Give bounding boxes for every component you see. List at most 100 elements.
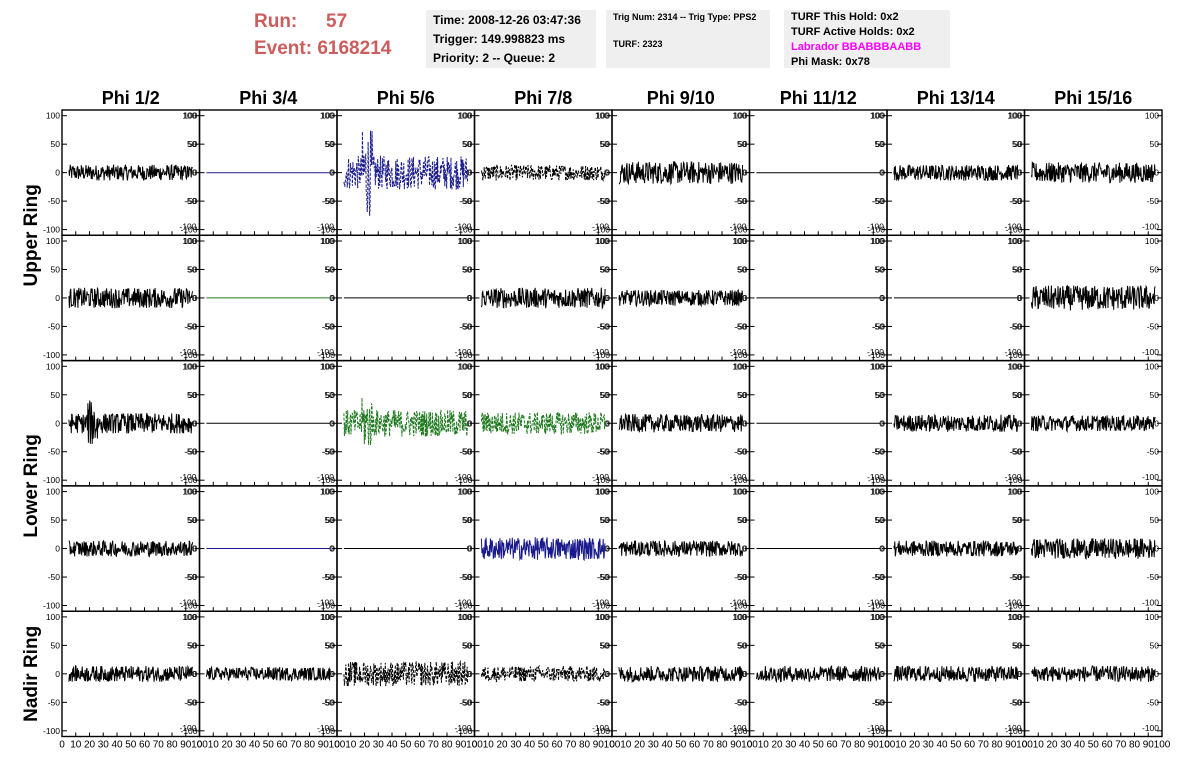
x-tick-label: 10	[895, 740, 907, 751]
y-tick-label: -50	[322, 196, 335, 206]
x-tick-label: 90	[1143, 740, 1155, 751]
waveform-trace	[893, 665, 1019, 683]
y-tick-label: 100	[320, 487, 334, 497]
y-tick-label: 100	[871, 111, 885, 121]
x-tick-label: 90	[180, 740, 192, 751]
x-tick-label: 0	[884, 740, 890, 751]
y-tick-label: 100	[46, 487, 60, 497]
y-tick-label: 0	[467, 544, 472, 554]
y-tick-label: 0	[879, 418, 884, 428]
y-tick-label: 100	[596, 111, 610, 121]
y-tick-label: -100	[592, 723, 609, 733]
y-tick-label: -100	[317, 222, 334, 232]
y-tick-label: 50	[600, 139, 610, 149]
y-tick-label: -100	[1142, 723, 1159, 733]
x-tick-label: 70	[840, 740, 852, 751]
y-tick-label: -100	[317, 598, 334, 608]
y-tick-label: -100	[593, 225, 610, 235]
labrador-text: Labrador BBABBBAABB	[791, 41, 922, 53]
y-tick-label: 50	[738, 640, 748, 650]
x-tick-label: 50	[400, 740, 412, 751]
turf-hold-text: TURF This Hold: 0x2	[791, 11, 899, 23]
waveform-trace	[68, 664, 194, 683]
y-tick-label: 100	[1007, 111, 1021, 121]
y-tick-label: 50	[875, 390, 885, 400]
y-tick-label: 100	[733, 612, 747, 622]
y-tick-label: -50	[1009, 697, 1022, 707]
y-tick-label: -50	[1147, 447, 1160, 457]
y-tick-label: 50	[876, 640, 886, 650]
y-tick-label: -50	[1010, 196, 1023, 206]
x-tick-label: 60	[551, 740, 563, 751]
y-tick-label: 50	[1013, 139, 1023, 149]
y-tick-label: 0	[468, 418, 473, 428]
x-tick-label: 70	[428, 740, 440, 751]
x-tick-label: 70	[978, 740, 990, 751]
y-tick-label: -100	[868, 475, 885, 485]
y-tick-label: 0	[192, 168, 197, 178]
y-tick-label: -50	[460, 196, 473, 206]
y-tick-label: 0	[880, 544, 885, 554]
time-info-box: Time: 2008-12-26 03:47:36 Trigger: 149.9…	[426, 10, 596, 68]
y-tick-label: 0	[879, 544, 884, 554]
y-tick-label: -100	[730, 225, 747, 235]
y-tick-label: -100	[1005, 225, 1022, 235]
y-tick-label: -100	[729, 472, 746, 482]
y-tick-label: 0	[468, 544, 473, 554]
column-header: Phi 13/14	[917, 88, 995, 108]
y-tick-label: 0	[55, 293, 60, 303]
y-tick-label: -50	[323, 321, 336, 331]
y-tick-label: 50	[876, 264, 886, 274]
y-tick-label: -100	[455, 225, 472, 235]
y-tick-label: 50	[737, 515, 747, 525]
y-tick-label: -50	[322, 447, 335, 457]
y-tick-label: 50	[1013, 640, 1023, 650]
waveform-trace	[618, 665, 744, 684]
y-tick-label: 50	[51, 390, 61, 400]
y-tick-label: -100	[730, 726, 747, 736]
y-tick-label: 0	[604, 418, 609, 428]
x-tick-label: 10	[620, 740, 632, 751]
y-tick-label: 50	[462, 139, 472, 149]
y-tick-label: -100	[729, 222, 746, 232]
y-tick-label: -50	[734, 447, 747, 457]
y-tick-label: 0	[604, 168, 609, 178]
y-tick-label: -100	[1005, 726, 1022, 736]
waveform-trace	[205, 665, 331, 682]
y-tick-label: 50	[1012, 640, 1022, 650]
column-header: Phi 9/10	[647, 88, 715, 108]
y-tick-label: -50	[1009, 572, 1022, 582]
x-tick-label: 60	[276, 740, 288, 751]
x-tick-label: 100	[1016, 740, 1033, 751]
y-tick-label: -50	[1009, 447, 1022, 457]
x-tick-label: 90	[455, 740, 467, 751]
y-tick-label: 100	[457, 612, 471, 622]
x-tick-label: 70	[290, 740, 302, 751]
y-tick-label: 100	[1145, 111, 1159, 121]
waveform-trace	[480, 664, 606, 683]
y-tick-label: 50	[188, 390, 198, 400]
y-tick-label: 50	[600, 264, 610, 274]
y-tick-label: 50	[875, 139, 885, 149]
y-tick-label: 50	[737, 264, 747, 274]
y-tick-label: 50	[325, 139, 335, 149]
y-tick-label: -50	[322, 572, 335, 582]
y-tick-label: 100	[732, 236, 746, 246]
x-tick-label: 20	[359, 740, 371, 751]
y-tick-label: -50	[873, 321, 886, 331]
y-tick-label: 0	[193, 544, 198, 554]
turf-active-text: TURF Active Holds: 0x2	[791, 26, 915, 38]
y-tick-label: -50	[735, 321, 748, 331]
waveform-trace	[480, 411, 606, 435]
y-tick-label: 100	[182, 487, 196, 497]
y-tick-label: 0	[1154, 293, 1159, 303]
y-tick-label: 50	[51, 515, 61, 525]
y-tick-label: 50	[325, 390, 335, 400]
x-tick-label: 20	[221, 740, 233, 751]
y-tick-label: -50	[459, 697, 472, 707]
y-tick-label: 50	[463, 515, 473, 525]
y-tick-label: -100	[179, 347, 196, 357]
x-tick-label: 100	[604, 740, 621, 751]
y-tick-label: 0	[468, 669, 473, 679]
